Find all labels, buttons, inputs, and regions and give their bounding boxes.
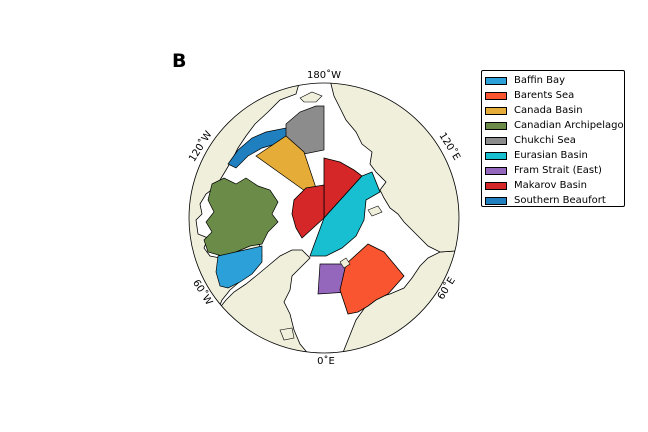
legend-item: Canada Basin	[485, 103, 624, 118]
legend-item: Makarov Basin	[485, 178, 624, 193]
eurasian-basin-region	[309, 171, 381, 257]
legend-swatch	[485, 76, 507, 85]
legend-swatch	[485, 166, 507, 175]
legend-swatch	[485, 151, 507, 160]
map-boundary	[188, 82, 460, 354]
legend-item: Chukchi Sea	[485, 133, 624, 148]
canada-basin-region	[255, 135, 317, 197]
makarov-basin-region-west	[291, 184, 325, 239]
legend-label: Makarov Basin	[514, 180, 587, 191]
land-small-island	[279, 327, 295, 341]
legend-label: Chukchi Sea	[514, 135, 576, 146]
legend-swatch	[485, 106, 507, 115]
barents-sea-region	[339, 243, 405, 315]
canadian-archipelago-region	[203, 177, 279, 257]
legend-item: Baffin Bay	[485, 73, 624, 88]
legend-item: Canadian Archipelago	[485, 118, 624, 133]
baffin-bay-region	[215, 245, 263, 289]
legend-swatch	[485, 181, 507, 190]
legend-swatch	[485, 136, 507, 145]
legend-label: Southern Beaufort	[514, 195, 606, 206]
legend-label: Canadian Archipelago	[514, 120, 624, 131]
lon-label-top: 180˚W	[307, 69, 341, 81]
legend-item: Barents Sea	[485, 88, 624, 103]
legend-label: Canada Basin	[514, 105, 583, 116]
panel-label: B	[172, 50, 187, 72]
legend-item: Eurasian Basin	[485, 148, 624, 163]
legend-label: Eurasian Basin	[514, 150, 588, 161]
land-small-island	[367, 205, 383, 217]
land-small-island	[339, 257, 351, 269]
legend: Baffin Bay Barents Sea Canada Basin Canadia…	[481, 70, 625, 207]
legend-item: Southern Beaufort	[485, 193, 624, 208]
land-small-island	[299, 91, 323, 103]
lon-label-bottom: 0˚E	[317, 355, 335, 367]
legend-swatch	[485, 121, 507, 130]
legend-label: Baffin Bay	[514, 75, 566, 86]
legend-swatch	[485, 196, 507, 205]
legend-label: Barents Sea	[514, 90, 575, 101]
legend-item: Fram Strait (East)	[485, 163, 624, 178]
legend-label: Fram Strait (East)	[514, 165, 602, 176]
legend-swatch	[485, 91, 507, 100]
